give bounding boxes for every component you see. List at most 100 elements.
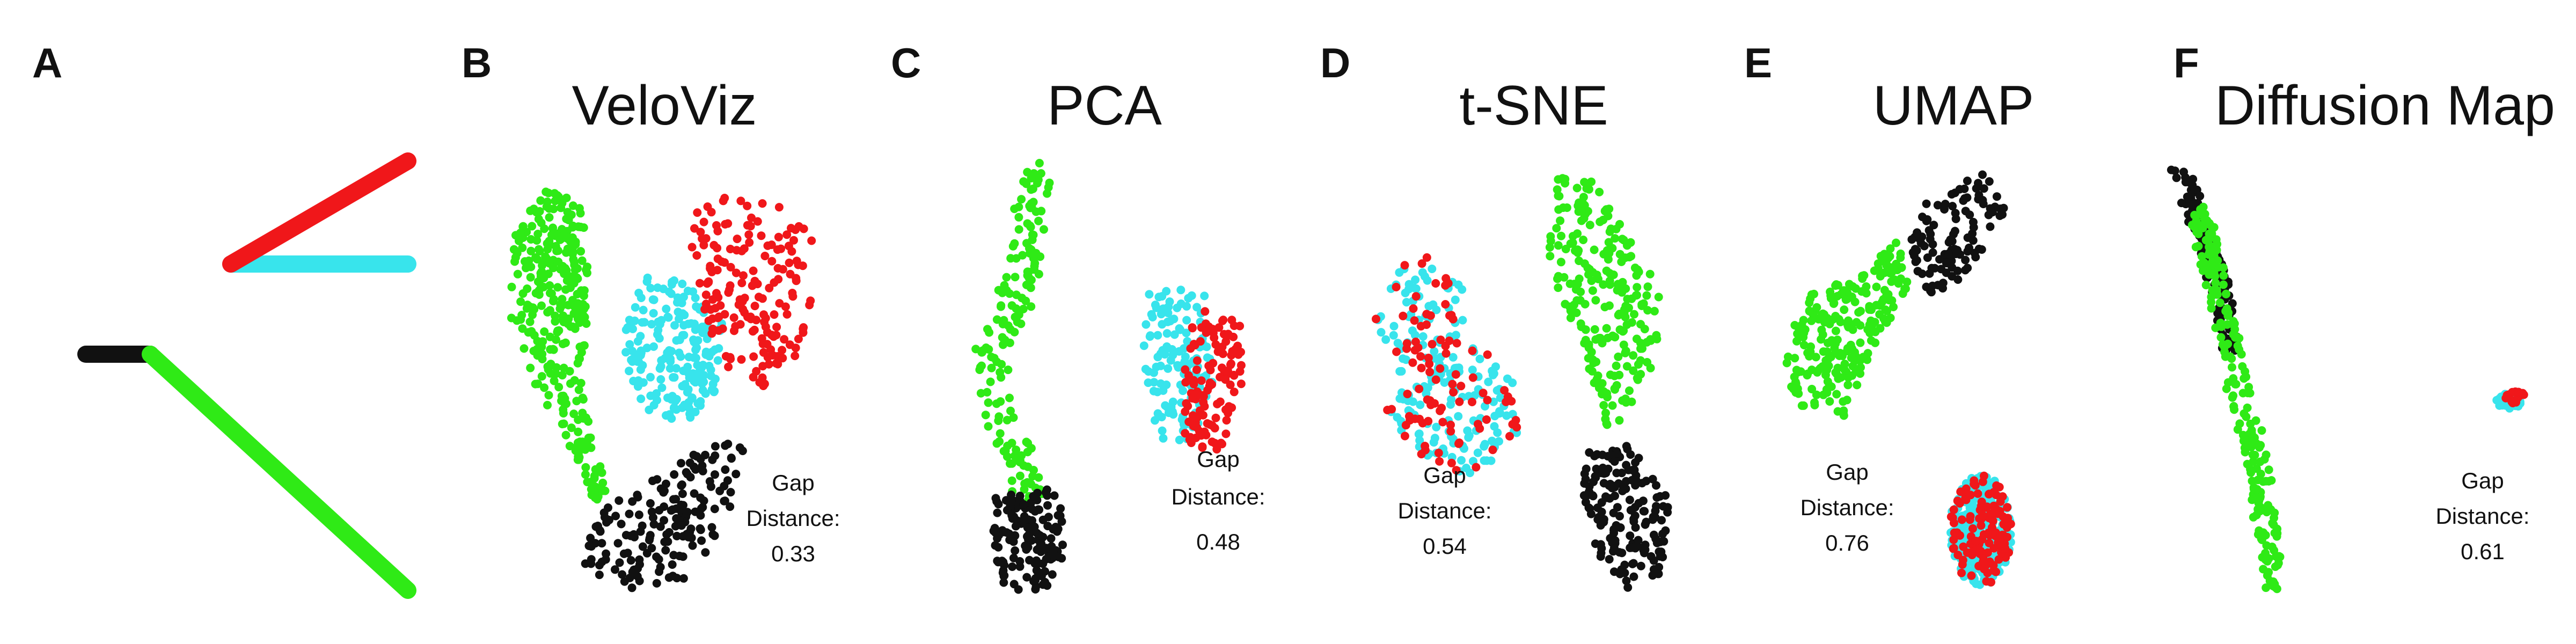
- panel-e-point-green: [1792, 336, 1801, 346]
- panel-d-point-green: [1595, 187, 1604, 196]
- panel-d-point-cyan: [1448, 353, 1458, 362]
- panel-e-point-green: [1830, 343, 1839, 353]
- panel-c-point-green: [996, 397, 1005, 406]
- panel-e-point-green: [1840, 360, 1849, 369]
- panel-b-point-cyan: [642, 277, 652, 286]
- panel-b-point-black: [663, 537, 672, 546]
- panel-d-point-black: [1623, 583, 1633, 592]
- panel-e-point-green: [1823, 339, 1832, 347]
- panel-f-point-green: [2256, 507, 2265, 516]
- panel-c-point-green: [992, 357, 1001, 367]
- panel-b-point-green: [540, 224, 549, 233]
- panel-d-point-green: [1546, 237, 1555, 246]
- panel-b-point-green: [550, 376, 559, 385]
- panel-d-point-black: [1592, 464, 1601, 473]
- panel-b-point-red: [758, 294, 767, 303]
- panel-d-point-black: [1641, 540, 1650, 550]
- panel-b-point-red: [717, 257, 726, 266]
- panel-d-point-cyan: [1458, 316, 1467, 325]
- panel-b-point-black: [692, 452, 701, 461]
- panel-b-point-red: [745, 238, 754, 247]
- panel-b-point-black: [738, 447, 747, 456]
- panel-b-point-black: [661, 546, 670, 555]
- panel-e-point-green: [1799, 333, 1808, 342]
- panel-c-point-green: [981, 411, 990, 420]
- panel-e-point-black: [1977, 245, 1986, 254]
- panel-d-point-black: [1654, 569, 1663, 579]
- panel-e-point-green: [1817, 325, 1826, 334]
- panel-b-point-red: [780, 335, 789, 344]
- panel-b-point-red: [757, 231, 766, 240]
- panel-b-point-cyan: [691, 294, 700, 303]
- panel-f-point-black: [2179, 167, 2188, 177]
- panel-e-point-red: [1950, 528, 1959, 537]
- panel-b-point-green: [569, 409, 579, 419]
- panel-e-point-green: [1885, 252, 1894, 261]
- panel-d-point-green: [1599, 280, 1608, 289]
- panel-d-point-green: [1646, 336, 1655, 345]
- panel-b-point-green: [526, 273, 535, 282]
- panel-b-point-green: [530, 305, 539, 314]
- panel-b-point-red: [733, 235, 742, 244]
- panel-e-point-red: [1958, 555, 1967, 565]
- panel-d-point-green: [1614, 352, 1623, 361]
- panel-d-point-red: [1468, 346, 1477, 355]
- panel-b-point-cyan: [621, 325, 631, 334]
- panel-d-point-green: [1561, 245, 1570, 253]
- panel-c-point-green: [1006, 406, 1015, 415]
- panel-e-point-red: [1988, 530, 1997, 539]
- panel-f-distance-label: Distance:: [2435, 503, 2529, 529]
- panel-c-point-black: [1026, 499, 1035, 507]
- panel-e-point-red: [1992, 567, 2001, 576]
- panel-d-point-red: [1438, 418, 1447, 427]
- panel-c-point-red: [1224, 408, 1233, 418]
- panel-b-point-black: [697, 536, 706, 545]
- panel-b-point-green: [527, 327, 536, 336]
- panel-b-point-red: [747, 213, 756, 222]
- panel-d-point-green: [1645, 269, 1655, 279]
- panel-d-cluster-red: [1372, 253, 1521, 475]
- panel-c-point-green: [983, 387, 992, 397]
- panel-b-point-red: [732, 246, 741, 255]
- panel-d-point-cyan: [1451, 295, 1460, 304]
- panel-b-point-cyan: [691, 354, 700, 363]
- panel-b-point-red: [738, 305, 748, 314]
- panel-d-point-green: [1618, 396, 1627, 405]
- panel-c-point-red: [1189, 376, 1198, 385]
- panel-c-point-green: [1035, 159, 1044, 167]
- panel-b-point-red: [737, 279, 747, 288]
- panel-d-point-green: [1604, 255, 1613, 264]
- panel-f-point-green: [2256, 470, 2265, 479]
- panel-e-distance-label: Distance:: [1800, 495, 1894, 520]
- panel-e-point-black: [1999, 203, 2008, 213]
- panel-d-point-red: [1483, 396, 1492, 405]
- panel-c-point-green: [999, 340, 1007, 349]
- panel-e-point-red: [1997, 539, 2007, 548]
- panel-b-cluster-red: [687, 194, 816, 390]
- panel-e-point-green: [1799, 341, 1809, 349]
- panel-b-point-black: [678, 552, 687, 561]
- panel-d-point-black: [1629, 515, 1638, 524]
- panel-c-point-red: [1208, 380, 1217, 389]
- panel-e-point-green: [1844, 316, 1853, 325]
- panel-b-point-red: [708, 314, 717, 323]
- panel-d-point-red: [1447, 458, 1456, 467]
- panel-d-point-black: [1619, 482, 1628, 491]
- panel-d-point-black: [1596, 540, 1605, 549]
- panel-c-point-black: [999, 578, 1008, 587]
- panel-f-point-green: [2228, 363, 2236, 372]
- panel-b-point-green: [533, 379, 543, 389]
- panel-d-point-cyan: [1462, 464, 1471, 472]
- panel-f-point-green: [2205, 247, 2214, 257]
- panel-c-point-red: [1182, 399, 1191, 408]
- panel-e-point-red: [1973, 489, 1982, 498]
- panel-c-point-green: [1002, 415, 1012, 425]
- panel-c-point-cyan: [1203, 353, 1212, 362]
- panel-e-point-red: [1949, 544, 1958, 553]
- panel-c-point-red: [1184, 418, 1194, 426]
- panel-b-point-red: [772, 359, 781, 368]
- panel-b-point-cyan: [625, 367, 634, 376]
- panel-f-cluster-red: [2501, 387, 2528, 407]
- panel-c-point-black: [1008, 562, 1017, 571]
- panel-d-point-cyan: [1473, 448, 1482, 457]
